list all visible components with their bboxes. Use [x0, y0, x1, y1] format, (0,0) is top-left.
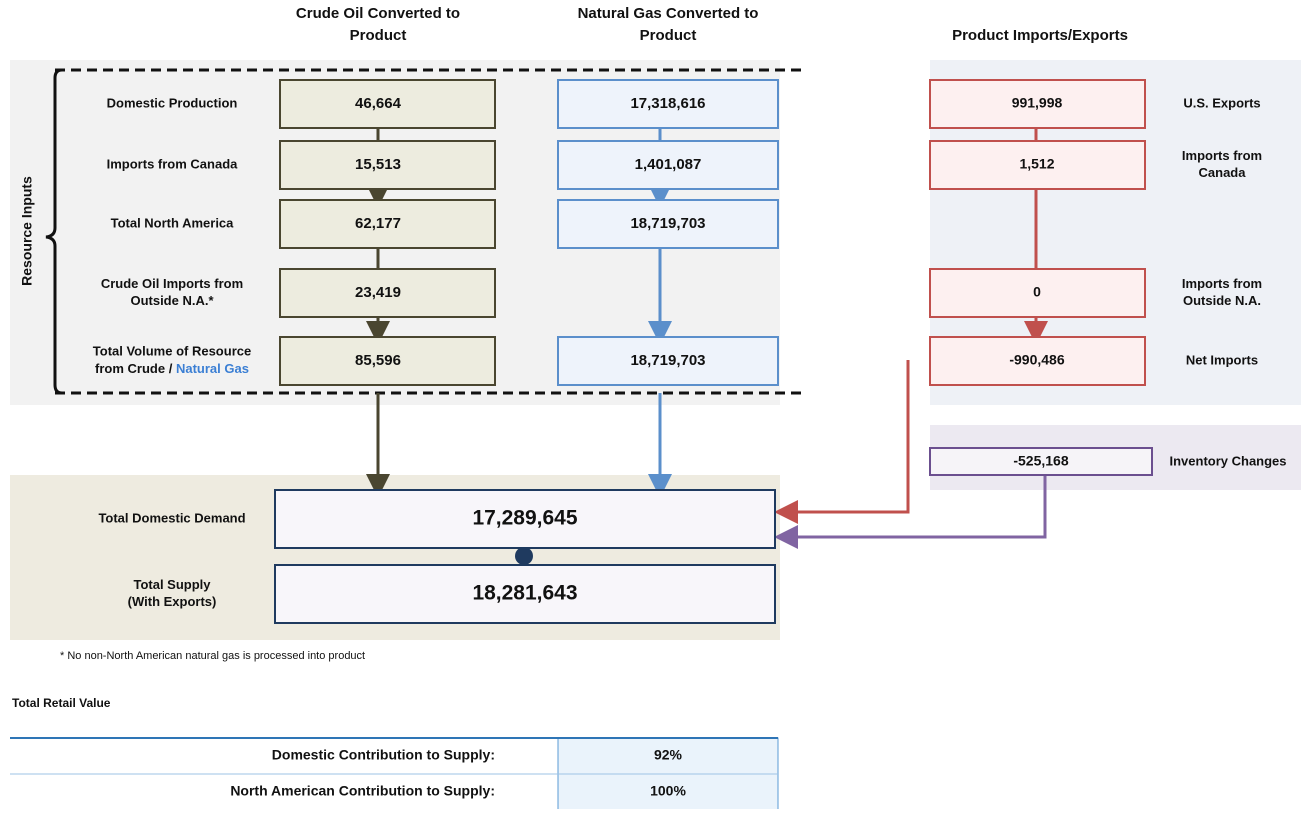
crude-box [279, 140, 496, 190]
crude-value: 23,419 [355, 284, 401, 301]
arrow-inventory [774, 475, 1047, 549]
header-crude: Crude Oil Converted to [296, 5, 460, 22]
inventory-box [929, 447, 1153, 476]
supply-label: Total Supply [133, 577, 211, 592]
crude-value: 15,513 [355, 156, 401, 173]
supply-value: 18,281,643 [472, 582, 577, 605]
trade-value: 991,998 [1012, 95, 1063, 111]
crude-value: 85,596 [355, 352, 401, 369]
header-crude: Product [350, 27, 407, 44]
crude-value: 62,177 [355, 215, 401, 232]
side-label: Resource Inputs [19, 176, 35, 286]
crude-box [279, 336, 496, 386]
crude-box [279, 199, 496, 249]
inventory-value: -525,168 [1013, 453, 1068, 469]
trade-label: U.S. Exports [1183, 95, 1260, 110]
row-label-highlight: Natural Gas [176, 361, 249, 376]
row-label: from Crude / Natural Gas [95, 361, 249, 376]
row-label: Domestic Production [107, 95, 238, 110]
supply-label: (With Exports) [128, 594, 217, 609]
trade-label: Imports from [1182, 148, 1262, 163]
demand-label: Total Domestic Demand [98, 510, 245, 525]
gas-value: 17,318,616 [630, 95, 705, 112]
trade-box [929, 268, 1146, 318]
gas-box [557, 79, 779, 129]
gas-box [557, 140, 779, 190]
trade-value: -990,486 [1009, 352, 1064, 368]
contribution-value-cell [557, 773, 779, 811]
gas-box [557, 336, 779, 386]
row-label: Outside N.A.* [130, 293, 214, 308]
trade-box [929, 336, 1146, 386]
row-label-part: from Crude / [95, 361, 173, 376]
row-label: Total North America [111, 215, 235, 230]
trade-label: Net Imports [1186, 352, 1258, 367]
crude-box [279, 79, 496, 129]
supply-box [274, 564, 776, 624]
retail-title: Total Retail Value [12, 696, 111, 710]
header-trade: Product Imports/Exports [952, 27, 1128, 44]
bracket [45, 68, 63, 395]
header-gas: Product [640, 27, 697, 44]
trade-box [929, 79, 1146, 129]
trade-value: 0 [1033, 284, 1041, 300]
crude-box [279, 268, 496, 318]
dot [515, 547, 533, 565]
trade-label: Canada [1199, 165, 1247, 180]
header-gas: Natural Gas Converted to [578, 5, 759, 22]
contribution-value: 92% [654, 747, 683, 763]
trade-box [929, 140, 1146, 190]
demand-box [274, 489, 776, 549]
trade-label: Imports from [1182, 276, 1262, 291]
row-label: Imports from Canada [107, 156, 239, 171]
contribution-value: 100% [650, 783, 686, 799]
gas-value: 18,719,703 [630, 352, 705, 369]
trade-value: 1,512 [1019, 156, 1054, 172]
arrow-net-imports [774, 360, 910, 524]
gas-value: 18,719,703 [630, 215, 705, 232]
demand-value: 17,289,645 [472, 507, 577, 530]
crude-value: 46,664 [355, 95, 402, 112]
trade-label: Outside N.A. [1183, 293, 1261, 308]
gas-value: 1,401,087 [635, 156, 702, 173]
inventory-label: Inventory Changes [1169, 453, 1286, 468]
footnote: * No non-North American natural gas is p… [60, 650, 365, 662]
row-label: Total Volume of Resource [93, 343, 251, 358]
gas-box [557, 199, 779, 249]
contribution-label: Domestic Contribution to Supply: [272, 747, 495, 763]
row-label: Crude Oil Imports from [101, 276, 243, 291]
contribution-label: North American Contribution to Supply: [230, 783, 495, 799]
